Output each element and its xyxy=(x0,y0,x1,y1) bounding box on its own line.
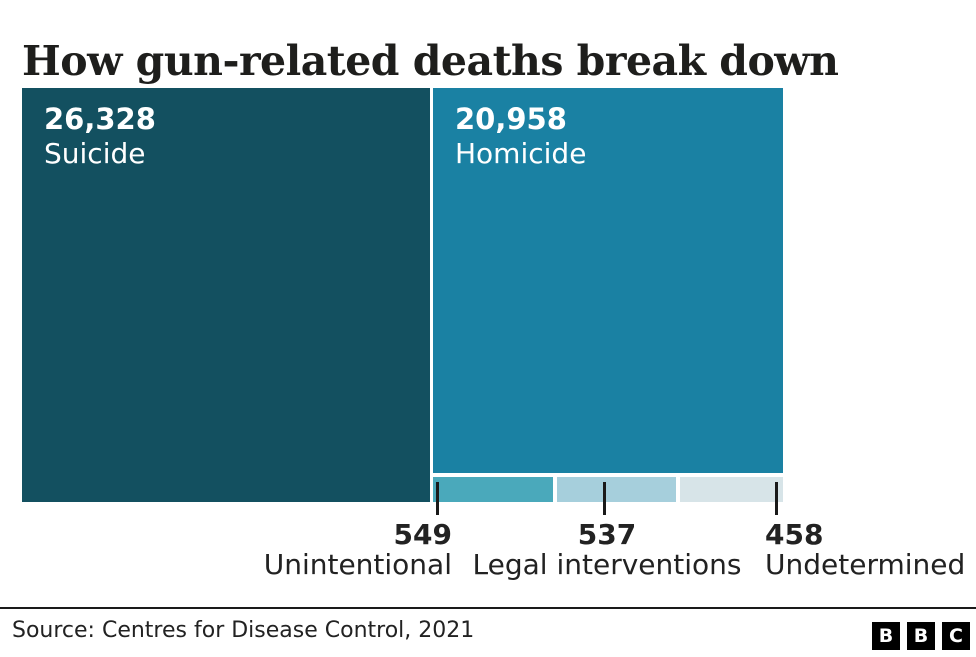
annotation-value: 458 xyxy=(765,518,824,551)
source-text: Source: Centres for Disease Control, 202… xyxy=(12,618,475,643)
bbc-logo-letter: B xyxy=(907,622,935,650)
footer-divider xyxy=(0,607,976,609)
treemap-block-homicide: 20,958 Homicide xyxy=(433,88,783,473)
treemap-block-legal-interventions xyxy=(557,477,676,502)
bbc-logo: B B C xyxy=(872,622,970,650)
block-category: Suicide xyxy=(44,137,146,170)
treemap-block-suicide: 26,328 Suicide xyxy=(22,88,430,502)
annotation-undetermined: 458 Undetermined xyxy=(765,519,965,580)
treemap-block-undetermined xyxy=(680,477,783,502)
bbc-logo-letter: B xyxy=(872,622,900,650)
block-value: 20,958 xyxy=(455,102,567,136)
block-category: Homicide xyxy=(455,137,587,170)
annotation-unintentional: 549 Unintentional xyxy=(264,519,452,580)
annotation-category: Undetermined xyxy=(765,548,966,581)
leader-tick-undetermined xyxy=(775,482,778,515)
bbc-logo-letter: C xyxy=(942,622,970,650)
block-label-homicide: 20,958 Homicide xyxy=(455,101,586,171)
block-label-suicide: 26,328 Suicide xyxy=(44,101,156,171)
treemap-block-unintentional xyxy=(433,477,553,502)
leader-tick-legal-interventions xyxy=(603,482,606,515)
block-value: 26,328 xyxy=(44,102,156,136)
annotation-category: Unintentional xyxy=(263,548,452,581)
chart-title: How gun-related deaths break down xyxy=(22,37,839,86)
annotation-legal-interventions: 537 Legal interventions xyxy=(471,519,743,580)
annotation-value: 537 xyxy=(577,518,637,551)
annotation-value: 549 xyxy=(393,518,452,551)
leader-tick-unintentional xyxy=(436,482,439,515)
annotation-category: Legal interventions xyxy=(472,548,742,581)
